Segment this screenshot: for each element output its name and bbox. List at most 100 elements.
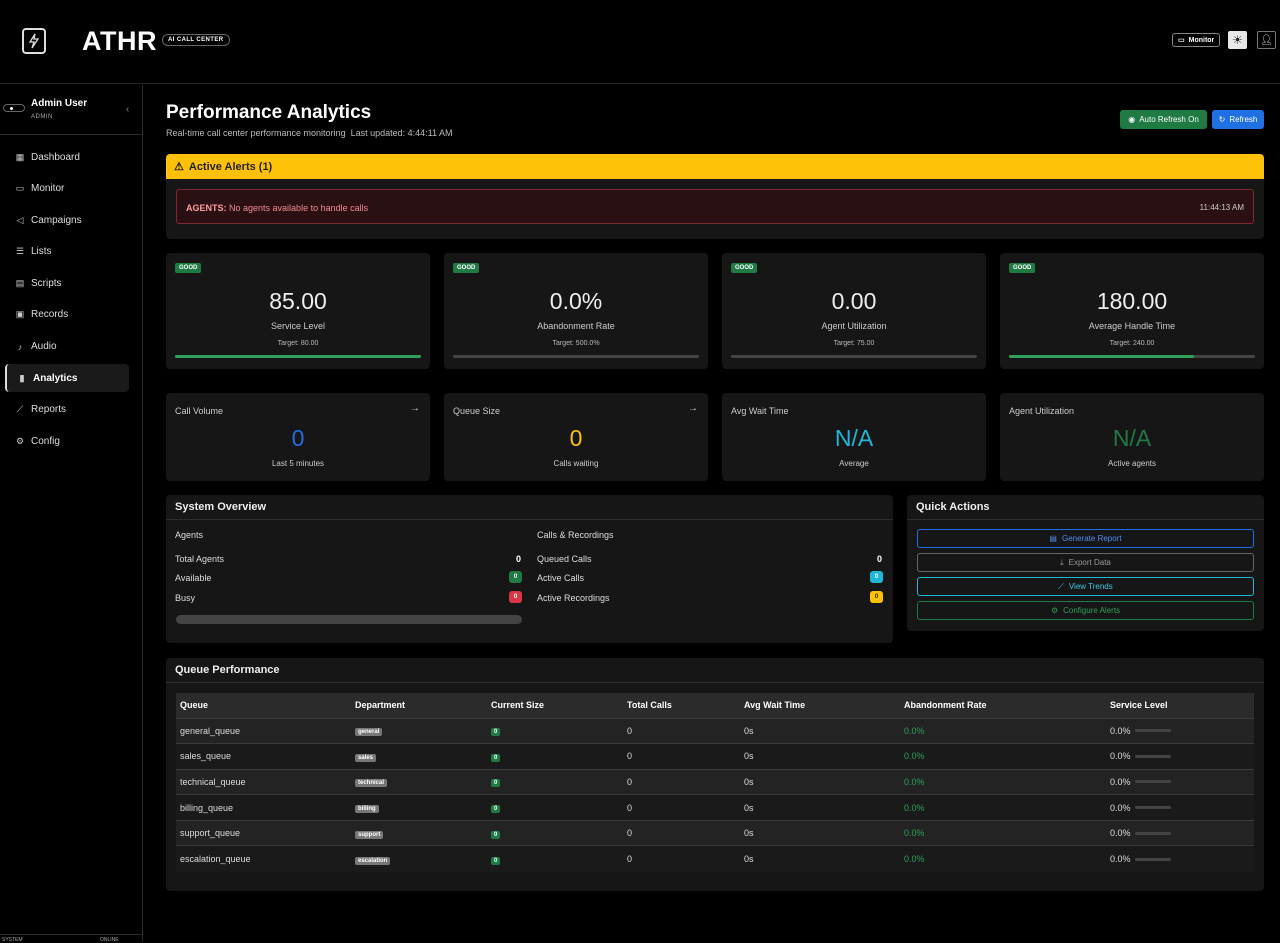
stat-sub: Active agents bbox=[1107, 459, 1157, 468]
status-badge: GOOD bbox=[453, 263, 480, 273]
trend-icon: ⟋ bbox=[1058, 581, 1064, 591]
metric-value: 0.00 bbox=[831, 288, 877, 314]
abandonment-rate: 0.0% bbox=[900, 717, 1106, 744]
total-calls: 0 bbox=[623, 717, 740, 744]
view-trends-button[interactable]: ⟋ View Trends bbox=[917, 577, 1254, 596]
service-level: 0.0% bbox=[1110, 776, 1131, 787]
metric-label: Abandonment Rate bbox=[537, 321, 615, 331]
sidebar-item-audio[interactable]: ♪ Audio bbox=[5, 333, 129, 361]
agent-availability-bar bbox=[176, 615, 522, 624]
abandonment-rate: 0.0% bbox=[900, 794, 1106, 821]
export-data-button[interactable]: ⤓ Export Data bbox=[917, 553, 1254, 572]
stat-card-queue-size[interactable]: Queue Size → 0 Calls waiting bbox=[444, 393, 708, 481]
sidebar-item-label: Lists bbox=[31, 246, 52, 258]
column-header: Abandonment Rate bbox=[900, 693, 1106, 718]
gear-icon: ⚙ bbox=[1050, 606, 1059, 615]
active-alerts-panel: ⚠ Active Alerts (1) AGENTS: No agents av… bbox=[166, 154, 1264, 239]
queue-performance-panel: Queue Performance Queue Department Curre… bbox=[166, 658, 1264, 891]
sidebar-item-records[interactable]: ▣ Records bbox=[5, 301, 129, 329]
stat-card-call-volume[interactable]: Call Volume → 0 Last 5 minutes bbox=[166, 393, 430, 481]
collapse-sidebar-icon[interactable]: ‹ bbox=[126, 104, 130, 115]
sidebar-item-dashboard[interactable]: ▦ Dashboard bbox=[5, 143, 129, 171]
sidebar-item-config[interactable]: ⚙ Config bbox=[5, 427, 129, 455]
sidebar-item-label: Config bbox=[31, 435, 60, 447]
status-toggle[interactable] bbox=[3, 104, 25, 112]
record-icon: ◉ bbox=[1128, 115, 1136, 124]
stat-value: 0 bbox=[291, 425, 305, 451]
metric-label: Agent Utilization bbox=[821, 321, 887, 331]
auto-refresh-button[interactable]: ◉ Auto Refresh On bbox=[1120, 110, 1207, 129]
theme-toggle-button[interactable]: ☀ bbox=[1228, 31, 1247, 49]
abandonment-rate: 0.0% bbox=[900, 768, 1106, 795]
sidebar-item-monitor[interactable]: ▭ Monitor bbox=[5, 175, 129, 203]
monitor-button[interactable]: ▭ Monitor bbox=[1172, 33, 1221, 47]
metric-progress-fill bbox=[175, 355, 421, 358]
avg-wait: 0s bbox=[740, 845, 900, 872]
table-row: general_queue general 0 0 0s 0.0% 0.0% bbox=[176, 717, 1254, 744]
top-bar: ATHR AI CALL CENTER ▭ Monitor ☀ 👤︎ bbox=[0, 0, 1280, 84]
queued-calls-value: 0 bbox=[877, 554, 883, 564]
service-level: 0.0% bbox=[1110, 802, 1131, 813]
sidebar-item-label: Records bbox=[31, 309, 69, 321]
arrow-right-icon[interactable]: → bbox=[410, 403, 420, 414]
user-name: Admin User bbox=[31, 98, 88, 109]
configure-alerts-button[interactable]: ⚙ Configure Alerts bbox=[917, 601, 1254, 620]
list-icon: ☰ bbox=[15, 246, 25, 257]
arrow-right-icon[interactable]: → bbox=[688, 403, 698, 414]
generate-report-button[interactable]: ▤ Generate Report bbox=[917, 529, 1254, 548]
sidebar-item-campaigns[interactable]: ◁ Campaigns bbox=[5, 206, 129, 234]
sidebar-item-label: Monitor bbox=[31, 183, 65, 195]
queue-name: escalation_queue bbox=[176, 845, 351, 872]
panel-title: Queue Performance bbox=[166, 658, 1264, 683]
user-menu-button[interactable]: 👤︎ bbox=[1257, 31, 1276, 49]
current-size-badge: 0 bbox=[491, 779, 501, 788]
alert-source: AGENTS: bbox=[186, 203, 227, 213]
sidebar-item-analytics[interactable]: ▮ Analytics bbox=[5, 364, 129, 393]
department-badge: support bbox=[355, 830, 384, 839]
available-badge: 0 bbox=[509, 571, 522, 583]
last-updated: Last updated: 4:44:11 AM bbox=[350, 128, 453, 138]
department-badge: billing bbox=[355, 805, 379, 814]
current-size-badge: 0 bbox=[491, 805, 501, 814]
table-row: support_queue support 0 0 0s 0.0% 0.0% bbox=[176, 819, 1254, 846]
service-level-bar bbox=[1134, 857, 1171, 861]
department-badge: general bbox=[355, 728, 383, 737]
table-row: technical_queue technical 0 0 0s 0.0% 0.… bbox=[176, 768, 1254, 795]
active-calls-label: Active Calls bbox=[537, 573, 585, 583]
current-size-badge: 0 bbox=[491, 753, 501, 762]
metric-target: Target: 500.0% bbox=[552, 340, 600, 347]
auto-refresh-label: Auto Refresh On bbox=[1139, 115, 1199, 124]
calls-section-title: Calls & Recordings bbox=[537, 530, 614, 540]
warning-icon: ⚠ bbox=[174, 161, 184, 173]
quick-actions-panel: Quick Actions ▤ Generate Report ⤓ Export D… bbox=[907, 495, 1264, 631]
abandonment-rate: 0.0% bbox=[900, 845, 1106, 872]
sidebar-item-label: Analytics bbox=[33, 372, 78, 384]
archive-icon: ▣ bbox=[15, 309, 25, 320]
download-icon: ⤓ bbox=[1060, 557, 1064, 567]
stat-card-agent-utilization: Agent Utilization N/A Active agents bbox=[1000, 393, 1264, 481]
department-badge: sales bbox=[355, 753, 377, 762]
avg-wait: 0s bbox=[740, 794, 900, 821]
metric-value: 85.00 bbox=[269, 288, 327, 314]
line-chart-icon: ⟋ bbox=[16, 404, 24, 415]
avg-wait: 0s bbox=[740, 717, 900, 744]
column-header: Avg Wait Time bbox=[740, 693, 900, 718]
grid-icon: ▦ bbox=[15, 151, 25, 162]
sidebar-item-lists[interactable]: ☰ Lists bbox=[5, 238, 129, 266]
service-level-bar bbox=[1134, 806, 1171, 810]
sidebar-item-scripts[interactable]: ▤ Scripts bbox=[5, 269, 129, 297]
total-agents-value: 0 bbox=[516, 554, 522, 564]
stat-sub: Average bbox=[839, 459, 869, 468]
service-level-bar bbox=[1134, 729, 1171, 733]
stat-label: Agent Utilization bbox=[1009, 406, 1075, 416]
table-row: billing_queue billing 0 0 0s 0.0% 0.0% bbox=[176, 794, 1254, 821]
metric-card-abandonment-rate: GOOD 0.0% Abandonment Rate Target: 500.0… bbox=[444, 253, 708, 369]
department-badge: technical bbox=[355, 779, 388, 788]
system-status-footer: SYSTEM ONLINE bbox=[0, 934, 143, 943]
stat-value: N/A bbox=[834, 425, 874, 451]
refresh-button[interactable]: ↻ Refresh bbox=[1212, 110, 1264, 129]
column-header: Current Size bbox=[487, 693, 623, 718]
sidebar-item-reports[interactable]: ⟋ Reports bbox=[5, 396, 129, 424]
page-subtitle: Real-time call center performance monito… bbox=[166, 128, 453, 138]
sidebar-nav: ▦ Dashboard ▭ Monitor ◁ Campaigns ☰ Lists ▤ S… bbox=[5, 143, 129, 459]
